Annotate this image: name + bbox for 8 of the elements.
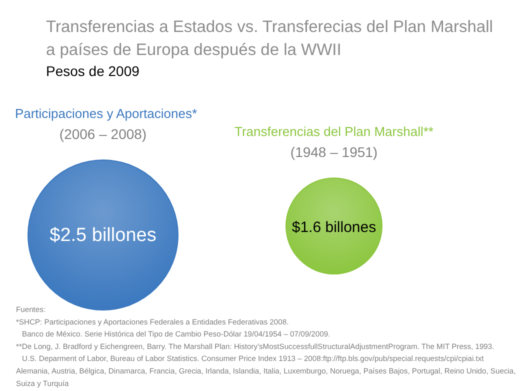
category-label: Participaciones y Aportaciones* bbox=[14, 106, 198, 121]
data-label: $1.6 billones bbox=[292, 219, 376, 236]
text: (1948 – 1951) bbox=[290, 144, 378, 160]
text: Pesos de 2009 bbox=[46, 63, 140, 79]
category-label: Transferencias del Plan Marshall** bbox=[234, 124, 434, 139]
text: Transferencias a Estados vs. Transferecias del Plan Marshall a países de Europa después de la WWII bbox=[46, 18, 493, 59]
text: (2006 – 2008) bbox=[59, 126, 147, 142]
data-label: $2.5 billones bbox=[50, 225, 156, 246]
